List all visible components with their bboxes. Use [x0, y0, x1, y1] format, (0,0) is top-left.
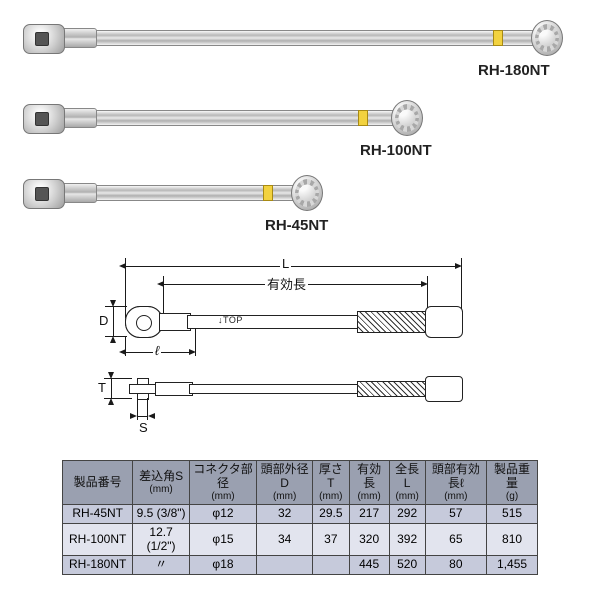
- table-header-row: 製品番号差込角S(mm)コネクタ部径(mm)頭部外径D(mm)厚さT(mm)有効…: [63, 461, 538, 505]
- table-cell: 515: [487, 505, 538, 524]
- product-label: RH-180NT: [478, 62, 550, 79]
- dim-label-L: L: [280, 256, 291, 271]
- table-cell: RH-100NT: [63, 523, 133, 556]
- table-cell: [313, 556, 349, 575]
- table-cell: 810: [487, 523, 538, 556]
- table-cell: 392: [389, 523, 425, 556]
- dimension-diagram: L 有効長 ↓TOP D ℓ: [105, 258, 495, 438]
- table-cell: [257, 556, 313, 575]
- table-row: RH-100NT12.7 (1/2")φ15343732039265810: [63, 523, 538, 556]
- table-cell: 12.7 (1/2"): [133, 523, 189, 556]
- dim-label-T: T: [96, 380, 108, 395]
- table-header-cell: 頭部外径D(mm): [257, 461, 313, 505]
- dim-label-effective: 有効長: [265, 274, 308, 293]
- table-cell: 292: [389, 505, 425, 524]
- table-cell: φ12: [189, 505, 256, 524]
- table-cell: 520: [389, 556, 425, 575]
- table-cell: 65: [425, 523, 486, 556]
- table-cell: φ18: [189, 556, 256, 575]
- table-cell: 320: [349, 523, 389, 556]
- wrench-RH-180NT: [23, 25, 563, 51]
- dim-label-l: ℓ: [153, 343, 161, 358]
- table-row: RH-45NT9.5 (3/8")φ123229.521729257515: [63, 505, 538, 524]
- table-cell: 80: [425, 556, 486, 575]
- dim-label-S: S: [137, 420, 150, 435]
- table-header-cell: 頭部有効長ℓ(mm): [425, 461, 486, 505]
- table-cell: 37: [313, 523, 349, 556]
- wrench-RH-45NT: [23, 180, 323, 206]
- table-cell: 217: [349, 505, 389, 524]
- table-cell: φ15: [189, 523, 256, 556]
- table-cell: 1,455: [487, 556, 538, 575]
- brand-mark: ↓TOP: [218, 315, 243, 325]
- table-cell: 32: [257, 505, 313, 524]
- table-header-cell: 製品重量(g): [487, 461, 538, 505]
- product-label: RH-45NT: [265, 217, 328, 234]
- table-header-cell: 差込角S(mm): [133, 461, 189, 505]
- table-body: RH-45NT9.5 (3/8")φ123229.521729257515RH-…: [63, 505, 538, 575]
- table-cell: 9.5 (3/8"): [133, 505, 189, 524]
- table-row: RH-180NT〃φ18 445520801,455: [63, 556, 538, 575]
- page: RH-180NTRH-100NTRH-45NT L 有効長 ↓TOP D: [0, 0, 600, 600]
- table-header-cell: 製品番号: [63, 461, 133, 505]
- spec-table: 製品番号差込角S(mm)コネクタ部径(mm)頭部外径D(mm)厚さT(mm)有効…: [62, 460, 538, 575]
- table-cell: RH-180NT: [63, 556, 133, 575]
- table-cell: 445: [349, 556, 389, 575]
- table-cell: 34: [257, 523, 313, 556]
- table-header-cell: コネクタ部径(mm): [189, 461, 256, 505]
- table-header-cell: 全長L(mm): [389, 461, 425, 505]
- table-header-cell: 有効長(mm): [349, 461, 389, 505]
- table-header-cell: 厚さT(mm): [313, 461, 349, 505]
- table-cell: 29.5: [313, 505, 349, 524]
- product-label: RH-100NT: [360, 142, 432, 159]
- table-cell: RH-45NT: [63, 505, 133, 524]
- wrench-RH-100NT: [23, 105, 423, 131]
- table-cell: 57: [425, 505, 486, 524]
- table-cell: 〃: [133, 556, 189, 575]
- dim-label-D: D: [97, 313, 110, 328]
